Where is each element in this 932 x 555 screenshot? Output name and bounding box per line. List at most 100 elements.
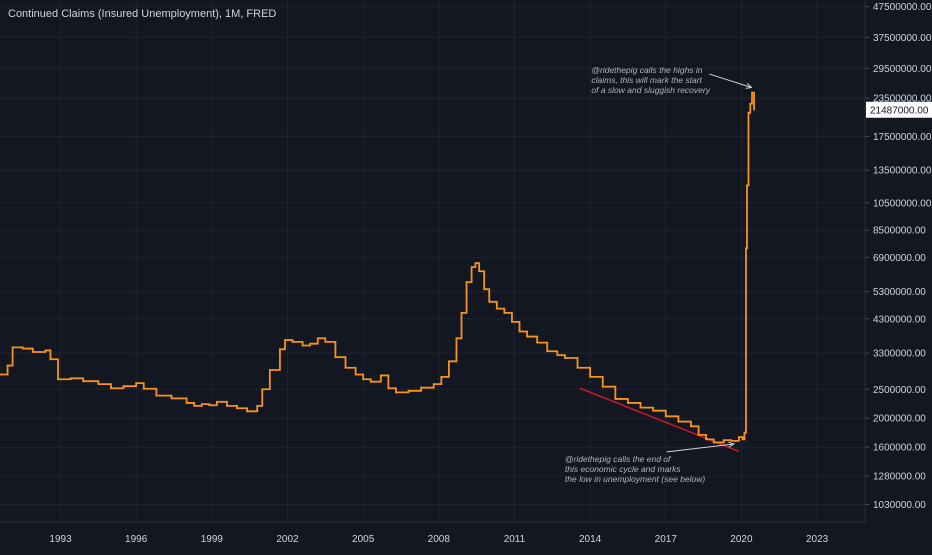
data-point (601, 385, 604, 388)
data-point (712, 441, 715, 444)
data-point (470, 266, 473, 269)
data-point (589, 375, 592, 378)
data-point (488, 300, 491, 303)
data-point (142, 387, 145, 390)
data-point (722, 439, 725, 442)
data-point (556, 354, 559, 357)
data-point (460, 311, 463, 314)
data-point (309, 342, 312, 345)
data-point (69, 377, 72, 380)
data-point (279, 348, 281, 351)
data-point (518, 330, 521, 333)
data-point (334, 356, 337, 359)
y-tick-label: 37500000.00 (873, 33, 932, 44)
y-tick-label: 6900000.00 (873, 253, 926, 264)
data-point (21, 347, 24, 350)
data-point (268, 369, 271, 371)
x-tick-label: 2014 (579, 534, 602, 545)
data-point (82, 380, 85, 383)
data-point (44, 349, 47, 352)
x-tick-label: 1993 (49, 534, 72, 545)
annotation-text-highs: @ridethepig calls the highs in (591, 65, 702, 75)
data-point (738, 436, 740, 438)
x-tick-label: 2002 (276, 534, 299, 545)
data-point (200, 403, 203, 406)
y-tick-label: 2000000.00 (873, 414, 926, 425)
data-point (193, 404, 196, 407)
y-tick-label: 1280000.00 (873, 472, 926, 483)
data-point (677, 420, 680, 423)
y-tick-label: 2500000.00 (873, 385, 926, 396)
data-point (420, 386, 423, 389)
annotation-text-low: this economic cycle and marks (565, 464, 681, 474)
data-point (745, 247, 747, 250)
y-tick-label: 47500000.00 (873, 2, 932, 13)
y-tick-label: 10500000.00 (873, 198, 932, 209)
y-tick-label: 13500000.00 (873, 166, 932, 177)
claims-series-line (0, 91, 755, 444)
data-point (705, 438, 708, 441)
y-tick-label: 5300000.00 (873, 287, 926, 298)
data-point (324, 340, 327, 343)
data-point (344, 366, 347, 369)
last-value-badge (866, 101, 932, 118)
data-point (652, 409, 655, 412)
y-tick-label: 8500000.00 (873, 226, 926, 237)
chart-title: Continued Claims (Insured Unemployment),… (8, 8, 277, 20)
data-point (407, 389, 410, 392)
data-point (455, 337, 458, 340)
data-point (31, 351, 34, 353)
data-point (526, 335, 528, 338)
x-tick-label: 1996 (125, 534, 148, 545)
data-point (730, 440, 733, 442)
data-point (354, 373, 357, 376)
annotation-text-highs: of a slow and sluggish recovery (591, 85, 710, 95)
data-point (746, 184, 748, 187)
data-point (246, 410, 249, 413)
y-tick-label: 1030000.00 (873, 500, 926, 511)
data-point (395, 391, 397, 394)
x-tick-label: 1999 (201, 534, 224, 545)
data-point (741, 438, 744, 441)
data-point (122, 385, 125, 388)
x-tick-label: 2017 (655, 534, 678, 545)
data-point (432, 383, 435, 386)
data-point (440, 375, 443, 378)
data-point (226, 404, 228, 407)
annotation-text-low: @ridethepig calls the end of (565, 454, 672, 464)
data-point (753, 108, 755, 111)
data-point (465, 281, 468, 284)
data-point (743, 431, 746, 434)
data-point (447, 360, 450, 363)
data-point (0, 373, 1, 376)
data-point (749, 102, 752, 105)
annotation-text-low: the low in unemployment (see below) (565, 474, 705, 484)
y-tick-label: 1600000.00 (873, 443, 926, 454)
data-point (536, 341, 539, 344)
y-tick-label: 23500000.00 (873, 94, 932, 105)
data-point (664, 415, 667, 418)
data-point (563, 357, 566, 359)
data-point (614, 398, 617, 400)
data-point (236, 407, 238, 410)
last-value-label: 21487000.00 (870, 106, 929, 117)
data-point (362, 378, 365, 381)
data-point (387, 387, 390, 390)
data-point (110, 387, 112, 390)
data-point (546, 350, 549, 353)
y-tick-label: 4300000.00 (873, 314, 926, 325)
x-tick-label: 2023 (806, 534, 829, 545)
y-tick-label: 3300000.00 (873, 349, 926, 360)
annotation-arrow-low (666, 443, 734, 453)
data-point (49, 358, 52, 361)
data-point (503, 311, 506, 314)
series-layer (0, 91, 755, 444)
data-point (185, 402, 188, 404)
data-point (478, 270, 481, 273)
data-point (690, 425, 692, 428)
trendline-layer (579, 387, 740, 453)
data-point (627, 402, 629, 404)
x-tick-label: 2008 (428, 534, 451, 545)
